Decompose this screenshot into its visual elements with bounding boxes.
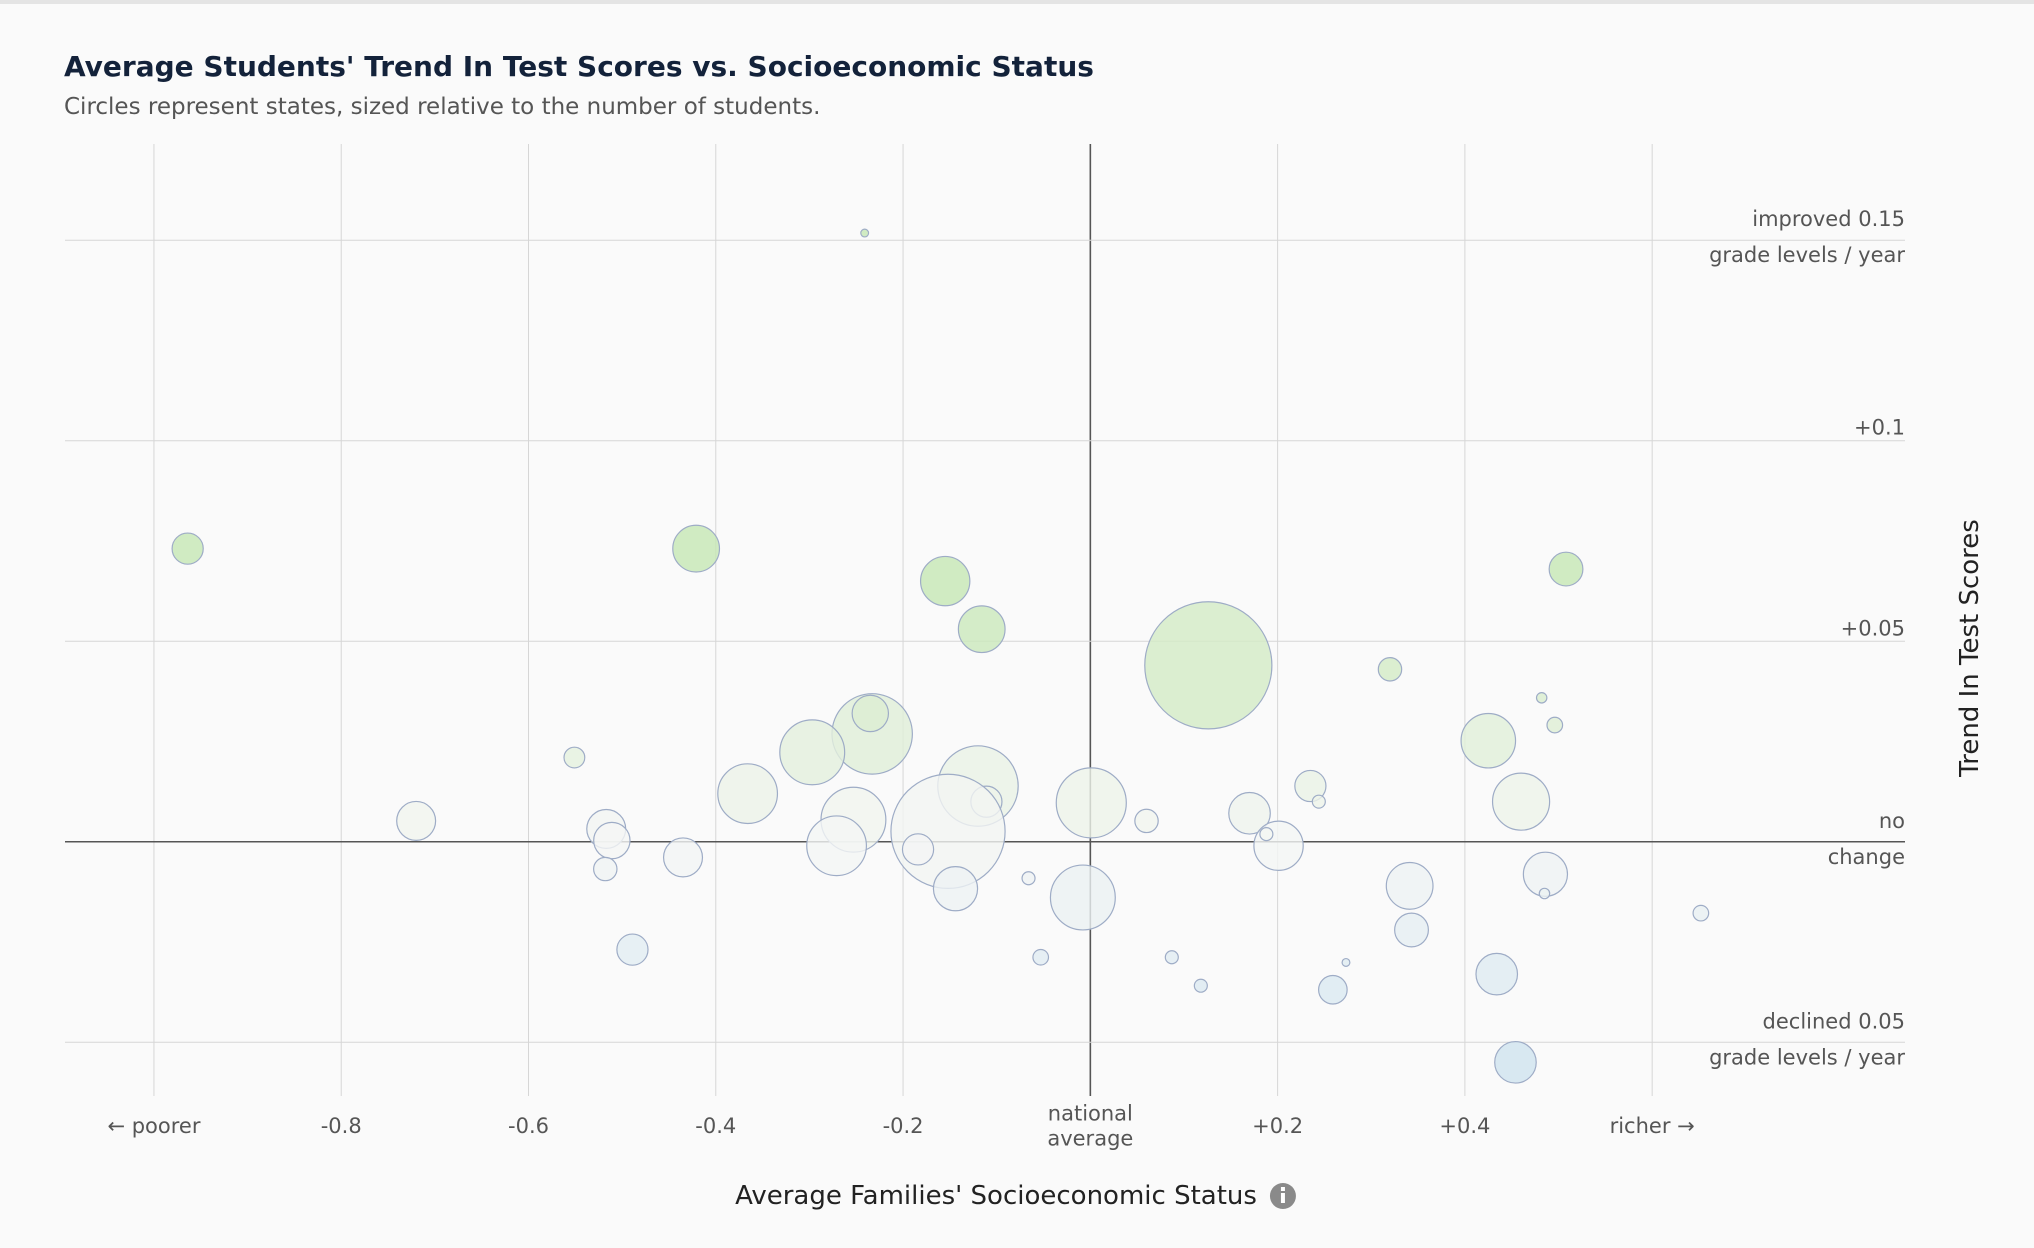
top-shadow <box>0 0 2034 4</box>
bubble <box>593 821 631 860</box>
x-tick-label: +0.2 <box>1252 1114 1303 1138</box>
bubble <box>932 866 979 912</box>
x-tick-label: national <box>1048 1102 1133 1126</box>
bubble <box>662 837 704 878</box>
bubble <box>1311 794 1326 809</box>
bubble <box>1535 692 1548 704</box>
y-tick-label: improved 0.15 <box>1752 207 1905 231</box>
bubbles <box>171 228 1710 1084</box>
bubble <box>1134 808 1159 834</box>
y-axis-title: Trend In Test Scores <box>1955 519 1985 778</box>
bubble <box>1318 974 1348 1005</box>
x-axis-title: Average Families' Socioeconomic Status <box>735 1181 1257 1211</box>
y-tick-label: +0.1 <box>1854 416 1905 440</box>
bubble <box>1491 772 1551 831</box>
y-tick-label: declined 0.05 <box>1763 1009 1905 1033</box>
bubble <box>717 763 779 825</box>
bubble <box>1494 1040 1537 1084</box>
x-tick-label: -0.2 <box>883 1114 924 1138</box>
bubble <box>1460 712 1517 769</box>
bubble <box>1692 904 1710 922</box>
x-tick-label: ← poorer <box>107 1114 200 1138</box>
bubble <box>1538 887 1551 900</box>
bubble <box>1144 601 1273 730</box>
bubble <box>1546 716 1564 734</box>
bubble <box>1394 912 1429 948</box>
bubble <box>672 524 721 573</box>
bubble <box>1294 769 1327 803</box>
bubble <box>1259 827 1274 842</box>
bubble <box>860 228 870 238</box>
bubble <box>1228 791 1271 835</box>
bubble <box>396 800 437 841</box>
bubble <box>563 746 586 769</box>
bubble <box>1385 861 1434 910</box>
bubble <box>1475 952 1519 996</box>
bubble <box>851 694 890 733</box>
x-tick-label: -0.8 <box>321 1114 362 1138</box>
x-tick-label: -0.4 <box>695 1114 736 1138</box>
x-tick-label: -0.6 <box>508 1114 549 1138</box>
x-tick-label: +0.4 <box>1439 1114 1490 1138</box>
bubble <box>779 719 846 786</box>
bubble <box>1049 864 1116 931</box>
bubble <box>1193 978 1208 993</box>
bubble <box>1164 950 1179 965</box>
bubble <box>1253 820 1304 872</box>
chart-subtitle: Circles represent states, sized relative… <box>64 94 820 120</box>
chart-title: Average Students' Trend In Test Scores v… <box>64 50 1094 83</box>
bubble <box>616 933 649 966</box>
y-tick-label: +0.05 <box>1841 616 1905 640</box>
bubble <box>1377 657 1403 682</box>
y-tick-label: no <box>1879 809 1905 833</box>
bubble <box>1021 871 1036 886</box>
bubble <box>806 815 868 877</box>
bubble <box>919 555 971 607</box>
y-tick-label: grade levels / year <box>1709 243 1905 267</box>
x-tick-label: average <box>1047 1127 1133 1151</box>
bubble <box>1055 767 1127 839</box>
bubble <box>957 605 1006 654</box>
y-tick-label: change <box>1828 845 1905 869</box>
bubble <box>901 833 935 866</box>
bubble <box>1032 948 1050 966</box>
bubble <box>171 532 204 565</box>
info-icon[interactable] <box>1269 1183 1296 1209</box>
y-tick-label: grade levels / year <box>1709 1045 1905 1069</box>
bubble <box>1341 957 1351 967</box>
bubble <box>1548 551 1584 587</box>
bubble <box>593 856 618 882</box>
x-tick-label: richer → <box>1610 1114 1695 1138</box>
